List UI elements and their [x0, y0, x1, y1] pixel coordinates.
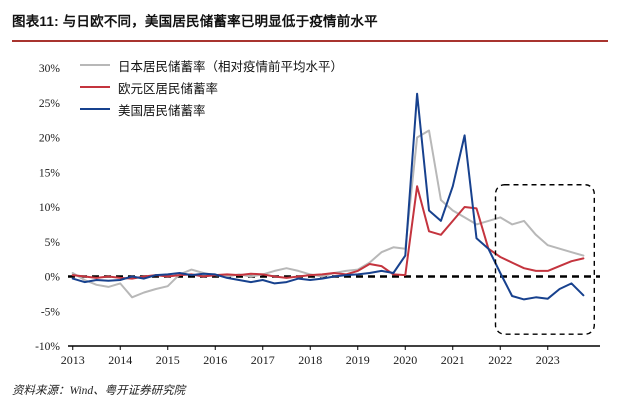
figure-header: 图表11: 与日欧不同，美国居民储蓄率已明显低于疫情前水平 — [12, 10, 608, 42]
source-note: 资料来源：Wind、粤开证券研究院 — [12, 385, 186, 397]
figure-title: 图表11: 与日欧不同，美国居民储蓄率已明显低于疫情前水平 — [12, 14, 378, 29]
svg-text:2023: 2023 — [536, 353, 560, 367]
svg-text:2014: 2014 — [108, 353, 132, 367]
svg-text:30%: 30% — [39, 63, 61, 75]
svg-text:2022: 2022 — [488, 353, 512, 367]
svg-text:2017: 2017 — [251, 353, 275, 367]
svg-text:20%: 20% — [39, 133, 61, 145]
svg-text:-10%: -10% — [35, 341, 60, 353]
legend-item-japan: 日本居民储蓄率（相对疫情前平均水平） — [80, 56, 343, 74]
chart-legend: 日本居民储蓄率（相对疫情前平均水平） 欧元区居民储蓄率 美国居民储蓄率 — [80, 56, 343, 118]
svg-text:15%: 15% — [39, 167, 61, 179]
svg-text:2021: 2021 — [441, 353, 465, 367]
svg-text:5%: 5% — [45, 237, 61, 249]
svg-text:2016: 2016 — [203, 353, 227, 367]
savings-rate-line-chart: 30% 25% 20% 15% 10% 5% 0% -5% -10%2013 2014 2015 20… — [35, 63, 600, 367]
eurozone-series-label: 欧元区居民储蓄率 — [118, 81, 219, 96]
eurozone-series-swatch — [80, 85, 110, 89]
svg-text:2020: 2020 — [393, 353, 417, 367]
us-series-label: 美国居民储蓄率 — [118, 103, 206, 118]
svg-text:2018: 2018 — [298, 353, 322, 367]
svg-text:25%: 25% — [39, 98, 61, 110]
svg-text:2019: 2019 — [346, 353, 370, 367]
svg-text:2013: 2013 — [61, 353, 85, 367]
japan-series-label: 日本居民储蓄率（相对疫情前平均水平） — [118, 59, 344, 74]
japan-series-swatch — [80, 63, 110, 67]
legend-item-us: 美国居民储蓄率 — [80, 100, 343, 118]
svg-text:2015: 2015 — [156, 353, 180, 367]
svg-text:-5%: -5% — [41, 306, 61, 318]
us-series-swatch — [80, 107, 110, 111]
svg-text:0%: 0% — [45, 272, 61, 284]
svg-text:10%: 10% — [39, 202, 61, 214]
chart-area: 30% 25% 20% 15% 10% 5% 0% -5% -10% 2013 2014 2015 20… — [0, 46, 620, 378]
legend-item-eurozone: 欧元区居民储蓄率 — [80, 78, 343, 96]
